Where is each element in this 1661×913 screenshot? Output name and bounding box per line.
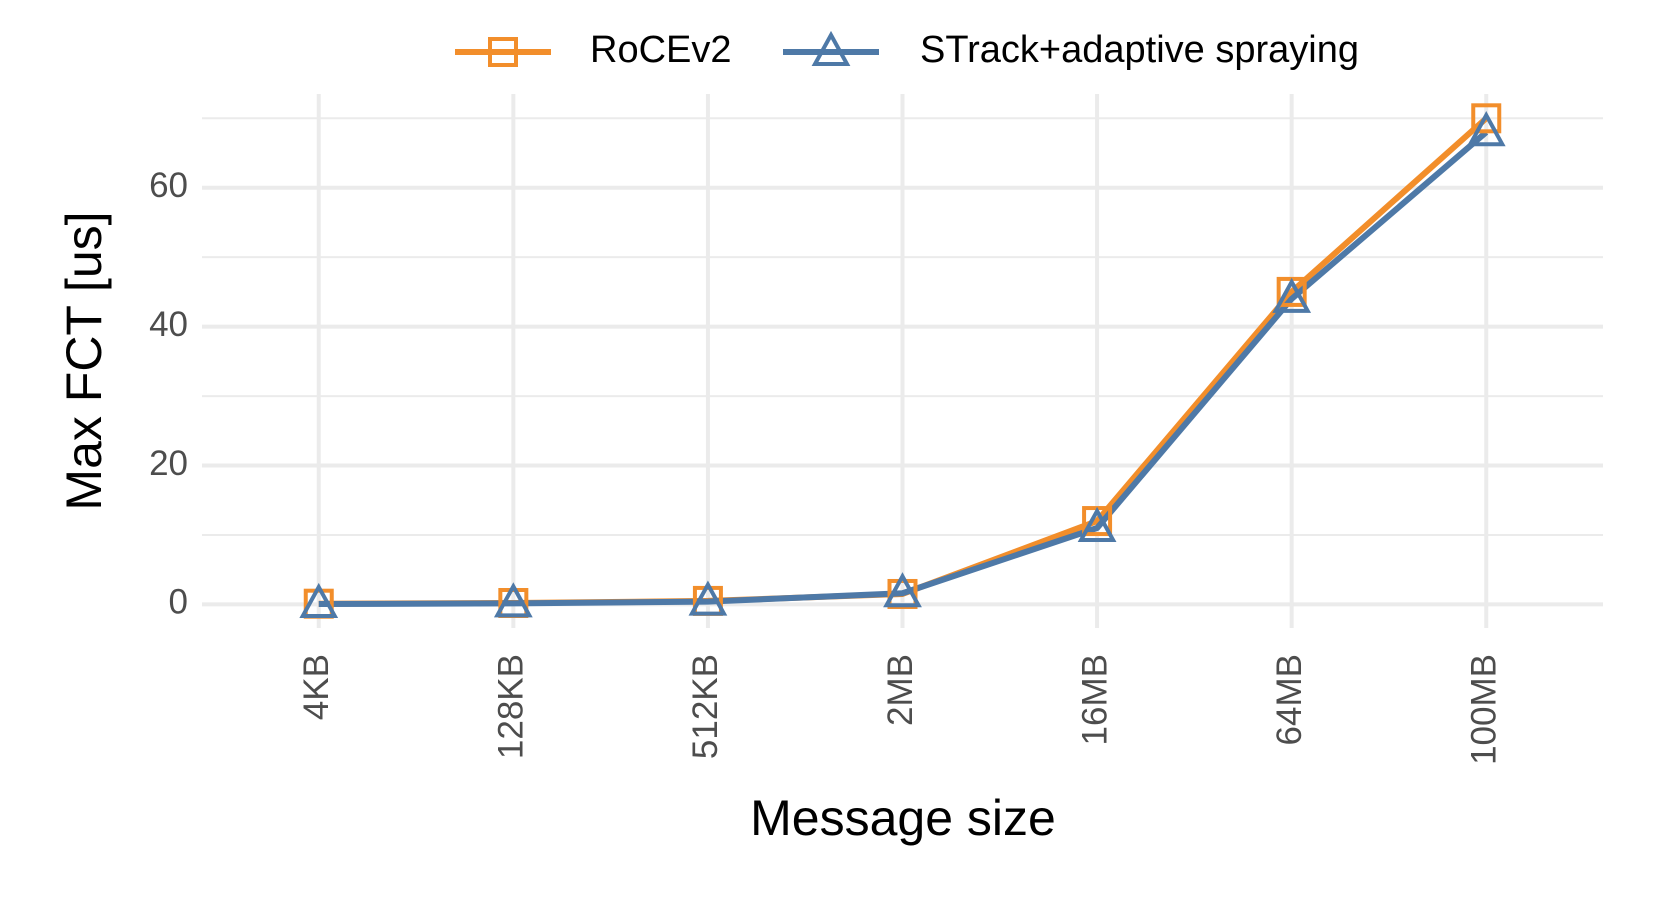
legend-item [455,37,551,67]
marker [493,582,533,618]
x-tick-label: 128KB [492,654,531,759]
x-tick-label: 100MB [1465,654,1504,765]
marker [299,582,339,619]
y-tick-label: 60 [149,166,188,205]
grid [202,94,1603,628]
x-tick-label: 4KB [297,654,336,720]
x-tick-label: 16MB [1075,654,1114,745]
series-line [318,129,1489,608]
marker [1471,103,1502,134]
x-tick-label: 512KB [686,654,725,759]
legend-marker [811,30,851,66]
marker [688,580,728,616]
legend-item [783,30,879,66]
x-axis-title: Message size [750,790,1056,846]
y-tick-label: 40 [149,305,188,344]
x-tick-label: 64MB [1270,654,1309,745]
marker [1466,111,1506,147]
marker [1272,277,1312,313]
x-tick-label: 2MB [881,654,920,726]
marker [883,572,922,608]
legend-label: RoCEv2 [590,29,732,71]
legend-label: STrack+adaptive spraying [920,29,1359,71]
y-tick-label: 0 [169,583,188,622]
marker [1077,506,1117,543]
legend-marker [488,37,518,67]
y-axis-title: Max FCT [us] [56,211,112,510]
y-tick-label: 20 [149,444,188,483]
